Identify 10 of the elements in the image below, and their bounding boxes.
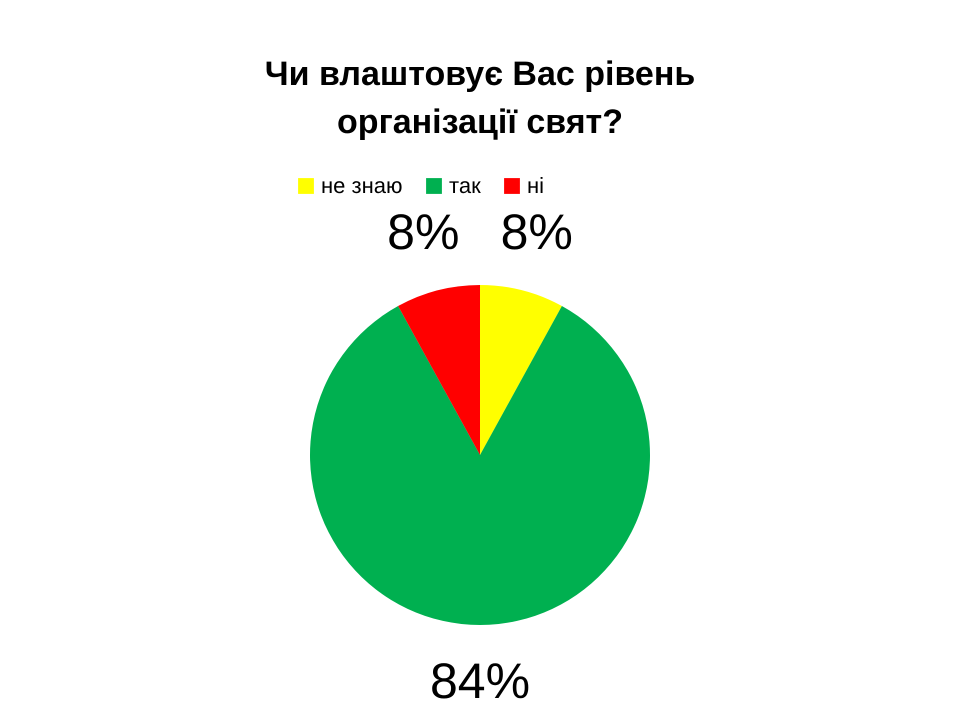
pie-slice <box>398 285 480 455</box>
legend-label: так <box>449 173 482 198</box>
data-label: 8% <box>387 204 460 260</box>
pie-slice <box>480 285 562 455</box>
chart-title: Чи влаштовує Вас рівень організації свят? <box>264 55 696 141</box>
data-label: 8% <box>500 204 573 260</box>
legend-label: ні <box>527 173 544 198</box>
pie-slice <box>310 306 650 625</box>
data-label: 84% <box>430 653 530 709</box>
legend-label: не знаю <box>321 173 402 198</box>
